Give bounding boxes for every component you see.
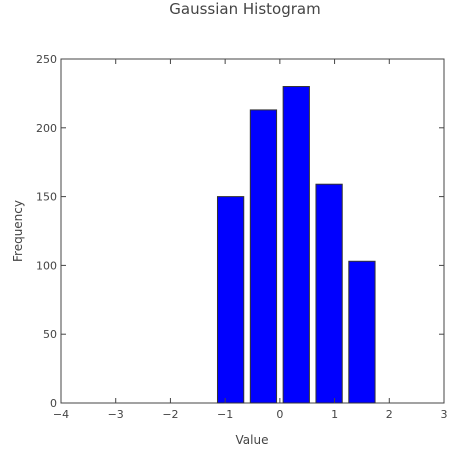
histogram-bar-4: [348, 260, 376, 404]
histogram-bar-0: [216, 196, 245, 404]
x-tick-label-7: 3: [441, 408, 448, 421]
y-tick-label-4: 200: [36, 122, 57, 135]
x-tick-label-6: 2: [386, 408, 393, 421]
y-axis: 0 50 100 150 200 250: [36, 53, 444, 410]
x-tick-label-3: −1: [217, 408, 233, 421]
x-axis: −4 −3 −2 −1 0 1 2 3: [53, 59, 448, 421]
x-tick-label-0: −4: [53, 408, 69, 421]
x-tick-label-4: 0: [276, 408, 283, 421]
histogram-bar-2: [282, 86, 310, 404]
y-tick-label-2: 100: [36, 259, 57, 272]
x-tick-label-5: 1: [331, 408, 338, 421]
histogram-bar-3: [315, 183, 343, 404]
y-axis-label: Frequency: [11, 200, 25, 262]
y-tick-label-0: 0: [50, 397, 57, 410]
histogram-bar-1: [249, 109, 278, 404]
bars-group: [216, 86, 376, 404]
y-tick-label-3: 150: [36, 191, 57, 204]
y-tick-label-5: 250: [36, 53, 57, 66]
x-tick-label-2: −2: [162, 408, 178, 421]
chart-title: Gaussian Histogram: [169, 0, 320, 18]
y-tick-label-1: 50: [43, 328, 57, 341]
x-axis-label: Value: [236, 433, 269, 447]
x-tick-label-1: −3: [108, 408, 124, 421]
